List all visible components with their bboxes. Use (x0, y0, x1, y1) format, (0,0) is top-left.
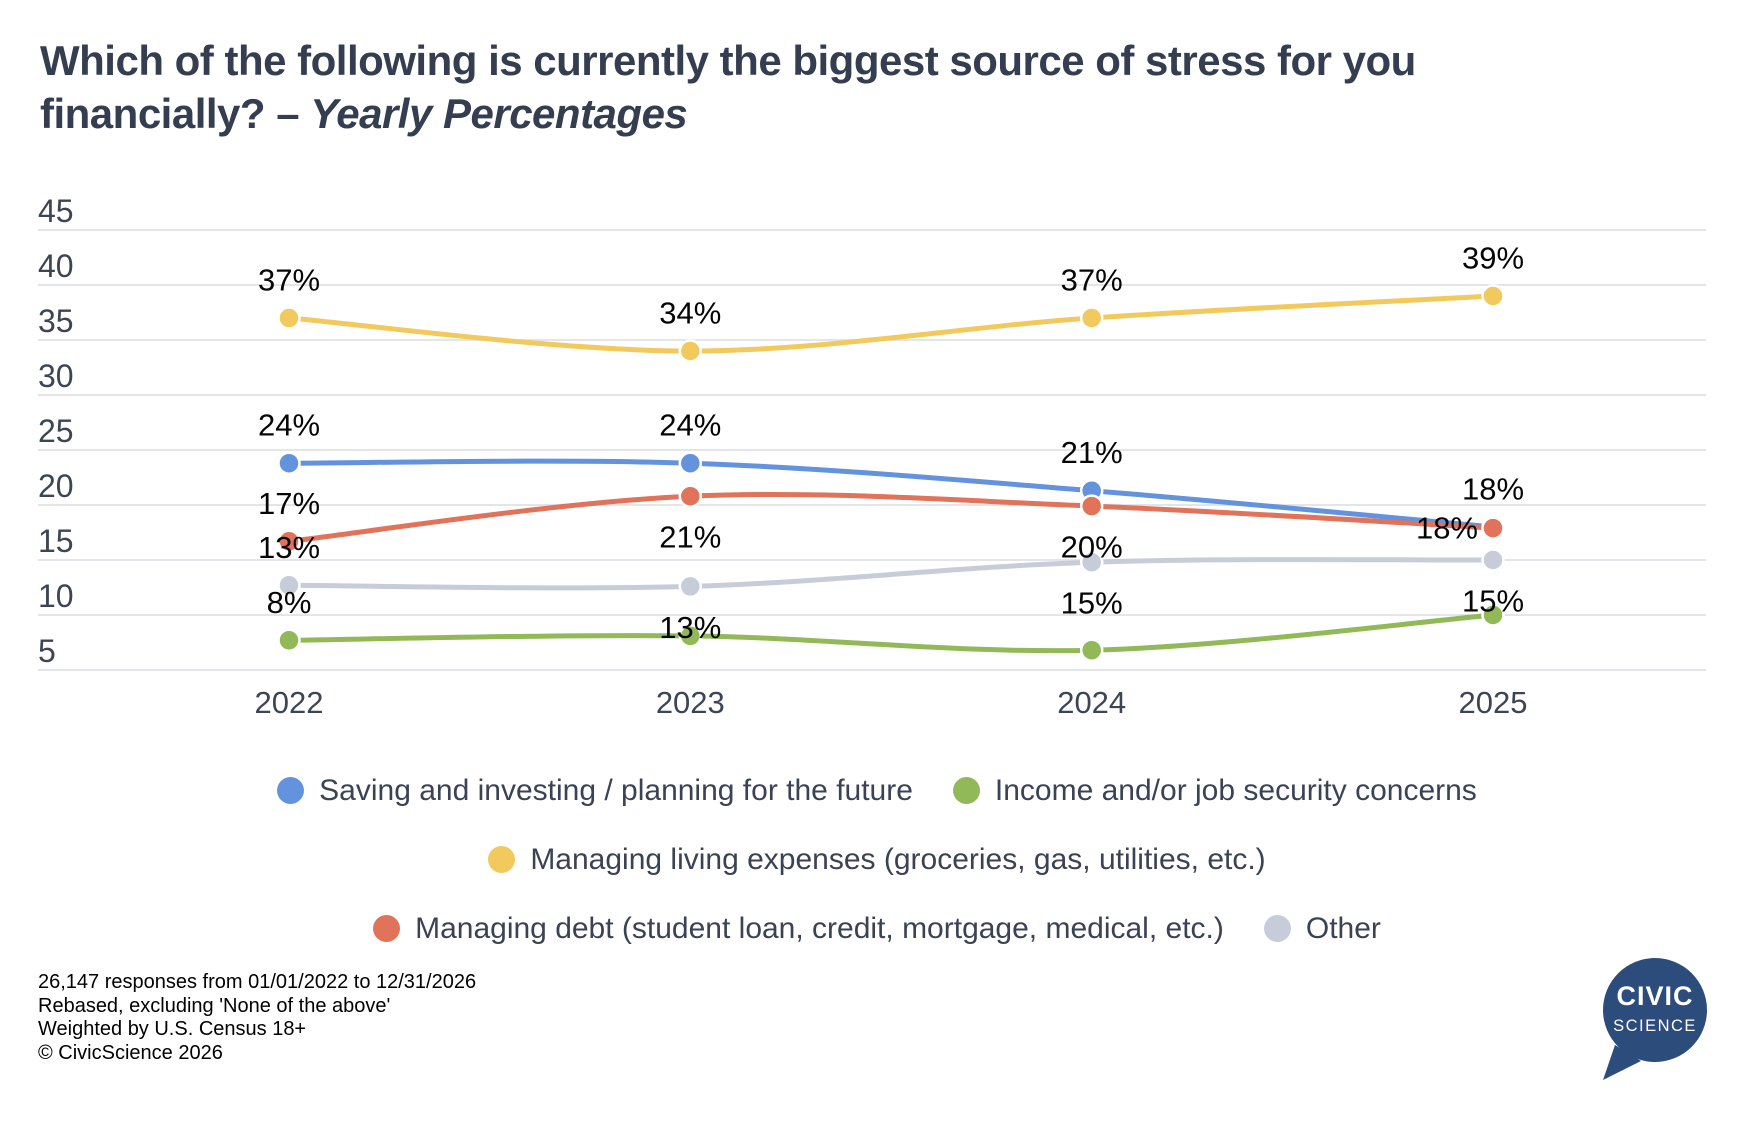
value-label-s4-2022: 13% (258, 530, 320, 565)
data-point-s1-2025 (1481, 603, 1505, 627)
legend-row-3: Managing debt (student loan, credit, mor… (0, 910, 1754, 947)
series-line-1 (286, 612, 1496, 654)
chart-subtitle: Yearly Percentages (310, 90, 688, 137)
y-axis-label-25: 25 (38, 413, 74, 449)
x-axis-label-2023: 2023 (656, 685, 725, 720)
y-axis-label-40: 40 (38, 248, 74, 284)
data-point-s1-2024 (1079, 638, 1104, 662)
logo-text-science: SCIENCE (1613, 1017, 1697, 1035)
legend-dot-icon (952, 777, 980, 804)
legend-item-series-1: Income and/or job security concerns (952, 773, 1477, 808)
value-label-s2-2024: 37% (1061, 263, 1123, 298)
y-axis-label-30: 30 (38, 358, 74, 394)
footnote-weighting: Weighted by U.S. Census 18+ (38, 1018, 307, 1040)
chart-title-text: Which of the following is currently the … (40, 37, 1416, 137)
y-axis-label-35: 35 (38, 303, 74, 339)
data-point-s1-2023 (678, 624, 703, 648)
y-axis-label-5: 5 (38, 633, 56, 669)
legend-label: Income and/or job security concerns (994, 773, 1477, 807)
legend-row-2: Managing living expenses (groceries, gas… (0, 841, 1754, 878)
value-label-s3-2025: 18% (1416, 511, 1478, 546)
legend-label: Other (1305, 911, 1381, 945)
logo-bubble-tail (1603, 1045, 1641, 1080)
legend-dot-icon (1263, 915, 1291, 942)
footnote-rebased: Rebased, excluding 'None of the above' (38, 994, 391, 1017)
data-point-s3-2023 (678, 484, 703, 508)
x-axis-label-2024: 2024 (1057, 685, 1126, 720)
data-point-s2-2022 (277, 306, 301, 330)
legend-dot-icon (373, 915, 401, 942)
value-label-s2-2022: 37% (258, 263, 320, 298)
value-label-s4-2023: 13% (659, 610, 721, 645)
data-point-s0-2023 (678, 451, 703, 475)
data-point-s3-2024 (1079, 494, 1104, 518)
value-label-s2-2025: 39% (1462, 241, 1524, 276)
data-point-s4-2024 (1079, 550, 1104, 574)
legend-row-1: Saving and investing / planning for the … (0, 772, 1754, 809)
value-label-s3-2023: 21% (659, 520, 721, 555)
title-separator: – (265, 90, 311, 137)
data-point-s2-2024 (1079, 306, 1104, 330)
data-point-s0-2022 (277, 451, 301, 475)
data-point-s4-2025 (1481, 548, 1505, 572)
y-axis-label-10: 10 (38, 578, 74, 614)
legend-dot-icon (488, 846, 516, 873)
footnote-copyright: © CivicScience 2026 (38, 1041, 223, 1064)
data-point-s4-2022 (277, 573, 301, 598)
logo-text-civic: CIVIC (1616, 981, 1693, 1011)
series-line-3 (286, 491, 1496, 544)
data-point-s4-2023 (678, 574, 703, 599)
x-axis-label-2022: 2022 (255, 685, 324, 720)
legend-item-series-2: Managing living expenses (groceries, gas… (488, 842, 1266, 877)
legend-item-series-0: Saving and investing / planning for the … (277, 774, 913, 808)
y-axis-label-20: 20 (38, 468, 74, 504)
chart-title: Which of the following is currently the … (40, 34, 1540, 140)
value-label-s4-2024: 15% (1061, 586, 1123, 621)
civicscience-logo: CIVIC SCIENCE (1603, 958, 1707, 1080)
logo-bubble-circle (1603, 958, 1707, 1062)
legend-dot-icon (277, 777, 305, 804)
series-line-2 (286, 293, 1496, 354)
value-label-s2-2023: 34% (659, 296, 721, 331)
line-chart: 45 40 35 30 25 20 15 10 5 2022 2023 2024 2025 24% 24% 2… (38, 193, 1706, 720)
x-axis-label-2025: 2025 (1459, 685, 1528, 720)
value-label-s1-2022: 8% (267, 585, 312, 620)
value-label-s4-2025: 15% (1462, 584, 1524, 619)
chart-footnotes: 26,147 responses from 01/01/2022 to 12/3… (38, 971, 476, 1065)
value-label-s3-2024: 20% (1061, 530, 1123, 565)
chart-legend: Saving and investing / planning for the … (0, 772, 1754, 979)
value-label-s3-2022: 17% (258, 486, 320, 521)
data-point-s3-2025 (1481, 516, 1505, 540)
value-label-s0-2025: 18% (1462, 472, 1524, 507)
value-label-s0-2023: 24% (659, 408, 721, 443)
data-point-s2-2025 (1481, 284, 1505, 308)
legend-label: Saving and investing / planning for the … (319, 773, 913, 807)
footnote-responses: 26,147 responses from 01/01/2022 to 12/3… (38, 971, 477, 993)
legend-item-series-4: Other (1263, 911, 1381, 946)
data-point-s3-2022 (277, 529, 301, 554)
legend-label: Managing living expenses (groceries, gas… (530, 842, 1266, 876)
y-axis-label-45: 45 (38, 193, 74, 229)
value-label-s0-2022: 24% (258, 408, 320, 443)
data-point-s2-2023 (678, 339, 703, 363)
y-axis-label-15: 15 (38, 523, 74, 559)
series-line-0 (286, 458, 1496, 530)
value-label-s0-2024: 21% (1061, 435, 1123, 470)
legend-item-series-3: Managing debt (student loan, credit, mor… (373, 912, 1224, 946)
series-line-4 (286, 557, 1496, 591)
legend-label: Managing debt (student loan, credit, mor… (415, 911, 1224, 945)
data-point-s1-2022 (277, 628, 301, 653)
